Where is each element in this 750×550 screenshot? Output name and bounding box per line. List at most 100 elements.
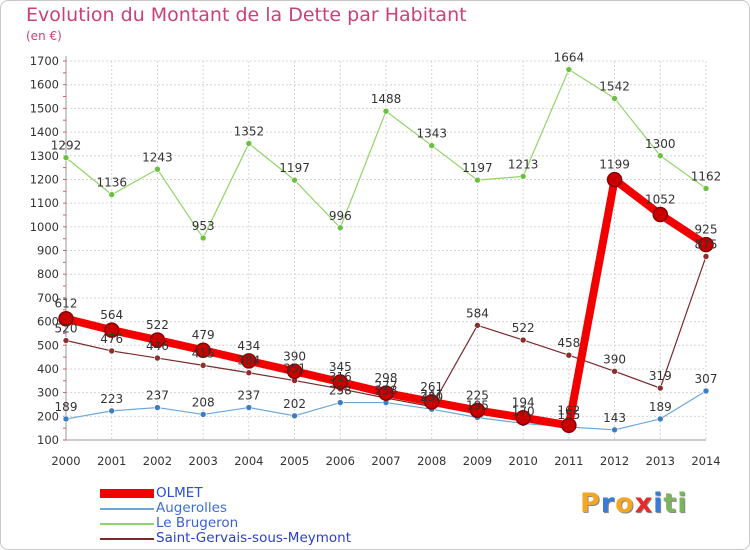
data-point [656,415,664,423]
data-point [245,404,253,411]
data-label: 1199 [599,158,630,172]
logo-letter: P [580,488,601,519]
data-point [336,224,344,232]
data-label: 241 [420,388,443,402]
data-label: 1162 [691,169,722,183]
logo-letter: i [677,488,688,519]
data-label: 612 [55,297,78,311]
data-label: 1343 [416,127,447,141]
y-tick-label: 100 [37,433,59,447]
data-label: 202 [283,397,306,411]
data-label: 351 [283,362,306,376]
data-label: 1052 [645,192,676,206]
data-point [286,363,303,380]
data-label: 996 [329,209,352,223]
logo-letter: x [634,488,654,519]
data-label: 316 [329,370,352,384]
data-point [195,342,211,358]
data-label: 345 [329,360,352,374]
data-label: 258 [375,384,398,398]
x-tick-label: 2009 [463,454,492,468]
y-tick-label: 1300 [30,149,59,163]
data-label: 1292 [51,139,82,153]
x-tick-label: 2011 [554,454,583,468]
data-point [62,415,70,423]
data-label: 390 [283,349,306,363]
data-label: 520 [55,322,78,336]
data-label: 458 [557,336,580,350]
data-label: 925 [695,223,718,237]
legend-item: Saint-Gervais-sous-Meymont [100,531,400,546]
data-point [108,407,116,415]
legend-swatch [100,489,154,498]
data-point [199,362,207,369]
data-point [474,322,481,329]
y-tick-label: 1000 [30,220,59,234]
data-label: 143 [603,411,626,425]
data-label: 390 [603,352,626,366]
data-point [154,165,161,173]
data-label: 261 [420,380,443,394]
legend-item: Le Brugeron [100,516,400,531]
x-tick-label: 2002 [143,454,172,468]
data-point [469,402,486,419]
y-tick-label: 200 [37,409,59,423]
data-label: 584 [466,306,489,320]
data-point [336,399,344,406]
data-point [656,384,664,392]
x-tick-label: 2004 [234,454,263,468]
data-point [515,409,531,426]
data-point [606,171,623,188]
x-tick-label: 2006 [326,454,355,468]
y-tick-label: 1700 [30,54,59,68]
y-tick-label: 500 [37,338,59,352]
data-label: 522 [512,321,535,335]
x-tick-label: 2003 [189,454,218,468]
x-tick-label: 2010 [509,454,538,468]
data-label: 258 [329,384,352,398]
data-label: 162 [557,403,580,417]
data-label: 298 [375,371,398,385]
data-label: 1300 [645,137,676,151]
y-tick-label: 1100 [30,196,59,210]
data-point [332,374,349,390]
chart-title: Evolution du Montant de la Dette par Hab… [26,4,467,26]
y-tick-label: 400 [37,362,59,376]
data-point [702,185,710,192]
y-tick-label: 1600 [30,78,59,92]
logo-letter: i [653,488,664,519]
y-tick-label: 900 [37,244,59,258]
data-label: 208 [192,395,215,409]
data-point [154,354,161,362]
data-label: 1197 [279,161,310,175]
data-label: 476 [100,332,123,346]
data-point [565,351,573,359]
data-label: 953 [192,219,215,233]
data-point [108,191,116,198]
legend: OLMET Augerolles Le Brugeron Saint-Gervais-… [100,486,400,546]
legend-swatch [100,538,154,540]
data-label: 1664 [554,51,585,65]
data-point [382,107,390,115]
data-point [611,368,618,375]
y-tick-label: 300 [37,386,59,400]
data-point [62,154,70,161]
data-point [652,206,669,223]
proxiti-logo: Proxiti [580,488,688,519]
data-point [245,140,253,147]
axes: 1002003004005006007008009001000110012001… [30,54,721,468]
data-label: 384 [237,354,260,368]
data-point [291,412,298,420]
data-label: 1136 [96,176,127,190]
legend-item: Augerolles [100,501,400,516]
data-label: 195 [466,398,489,412]
data-label: 415 [192,346,215,360]
x-tick-label: 2014 [691,454,720,468]
legend-label: OLMET [156,485,203,501]
data-point [199,411,207,418]
y-tick-label: 600 [37,315,59,329]
data-point [698,236,714,253]
data-point [241,353,257,369]
x-tick-label: 2007 [371,454,400,468]
